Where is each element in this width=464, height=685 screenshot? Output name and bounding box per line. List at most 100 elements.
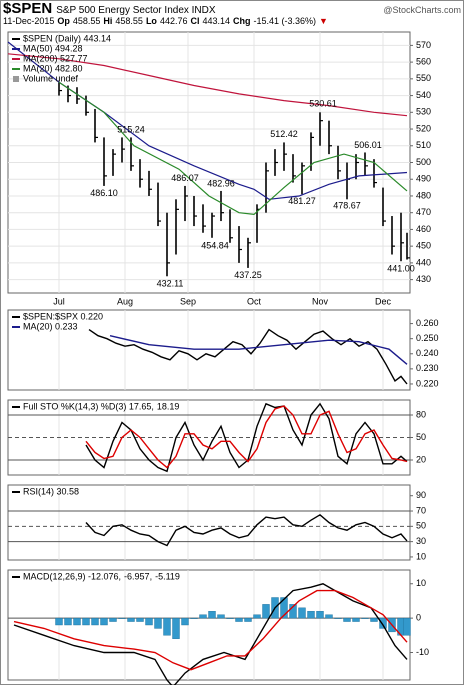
histogram-bar: [109, 617, 117, 622]
histogram-bar: [280, 597, 288, 619]
legend-label: RSI(14) 30.58: [23, 486, 79, 496]
histogram-bar: [118, 617, 126, 619]
y-tick-label: 0.220: [416, 378, 439, 388]
quote-value: 458.55: [115, 16, 143, 26]
price-annotation: 432.11: [157, 278, 184, 288]
histogram-bar: [181, 617, 189, 626]
legend-label: MACD(12,26,9) -12.076,: [23, 571, 121, 581]
y-tick-label: 50: [416, 432, 426, 442]
plot: [85, 513, 408, 547]
histogram-bar: [325, 614, 333, 619]
histogram-bar: [298, 607, 306, 619]
series-line: [13, 589, 408, 671]
histogram-bar: [172, 617, 180, 639]
quote-value: 458.55: [72, 16, 101, 26]
histogram-bar: [163, 617, 171, 636]
histogram-bar: [334, 617, 342, 619]
histogram-bar: [199, 614, 207, 619]
symbol: $SPEN: [3, 0, 53, 17]
series-line: [7, 53, 408, 117]
histogram-bar: [316, 611, 324, 619]
y-tick-label: 440: [416, 257, 431, 267]
legend-label: MA(200) 527.77: [23, 53, 88, 63]
series-line: [88, 328, 408, 385]
histogram-bar: [361, 617, 369, 619]
quote-label: Lo: [145, 16, 157, 26]
x-tick-label: Dec: [375, 296, 392, 306]
plot: [7, 41, 410, 277]
histogram-bar: [235, 617, 243, 622]
histogram-bar: [370, 617, 378, 622]
title-row: $SPEN S&P 500 Energy Sector Index INDX @…: [3, 0, 461, 17]
price-annotation: 530.61: [309, 99, 337, 109]
y-tick-label: 540: [416, 90, 431, 100]
y-tick-label: 570: [416, 40, 431, 50]
y-tick-label: 500: [416, 157, 431, 167]
histogram-bar: [190, 617, 198, 619]
price-annotation: 437.25: [234, 270, 262, 280]
price-annotation: 506.01: [354, 140, 382, 150]
histogram-bar: [127, 617, 135, 622]
quote-label: Op: [57, 16, 70, 26]
y-tick-label: 460: [416, 224, 431, 234]
y-tick-label: 560: [416, 56, 431, 66]
legend-label: -6.957,: [124, 571, 152, 581]
histogram-bar: [253, 614, 261, 619]
y-tick-label: 520: [416, 123, 431, 133]
x-tick-label: Sep: [180, 296, 196, 306]
series-line: [13, 583, 408, 685]
price-annotation: 486.07: [171, 173, 199, 183]
y-tick-label: 70: [416, 505, 426, 515]
y-tick-label: 10: [416, 551, 426, 561]
plot: [88, 328, 408, 385]
price-annotation: 478.67: [333, 201, 361, 211]
series-line: [58, 81, 408, 216]
histogram-bar: [145, 617, 153, 626]
panel-frame: [7, 309, 411, 391]
y-tick-label: 450: [416, 241, 431, 251]
histogram-bar: [307, 611, 315, 619]
series-line: [85, 513, 408, 547]
histogram-bar: [262, 604, 270, 619]
legend-label: MA(20) 0.233: [23, 321, 78, 331]
series-line: [85, 405, 408, 469]
histogram-bar: [154, 617, 162, 629]
price-annotation: 482.96: [207, 178, 235, 188]
y-tick-label: 30: [416, 536, 426, 546]
quote-row: 11-Dec-2015 Op 458.55 Hi 458.55 Lo 442.76 Cl 44…: [3, 16, 461, 28]
quote-value: -15.41 (-3.36%): [253, 16, 317, 26]
plot: [13, 583, 411, 685]
watermark: @StockCharts.com: [383, 5, 461, 15]
series-line: [109, 335, 408, 365]
legend-label: MA(50) 494.28: [23, 43, 83, 53]
plot: [85, 402, 408, 473]
legend-swatch: [13, 76, 19, 82]
histogram-bar: [91, 617, 99, 626]
histogram-bar: [136, 617, 144, 622]
x-tick-label: Nov: [312, 296, 329, 306]
histogram-bar: [217, 614, 225, 619]
legend-label: $SPEN:$SPX 0.220: [23, 311, 103, 321]
histogram-bar: [82, 617, 90, 626]
y-tick-label: 0.240: [416, 348, 439, 358]
y-tick-label: 20: [416, 454, 426, 464]
histogram-bar: [379, 617, 387, 629]
y-tick-label: 0.260: [416, 318, 439, 328]
quote-value: 442.76: [159, 16, 188, 26]
y-tick-label: 0.250: [416, 333, 439, 343]
histogram-bar: [55, 617, 63, 626]
legend-label: -5.119: [155, 571, 180, 581]
x-tick-label: Oct: [247, 296, 262, 306]
histogram-bar: [226, 617, 234, 619]
price-annotation: 486.10: [90, 188, 118, 198]
histogram-bar: [244, 617, 252, 622]
histogram-bar: [289, 604, 297, 619]
legend-label: Full STO %K(14,3) %D(3) 17.65,: [23, 401, 154, 411]
histogram-bar: [100, 617, 108, 626]
histogram-bar: [64, 617, 72, 626]
quote-value: 443.14: [202, 16, 230, 26]
date: 11-Dec-2015: [3, 16, 55, 26]
price-annotation: 441.00: [387, 264, 415, 274]
